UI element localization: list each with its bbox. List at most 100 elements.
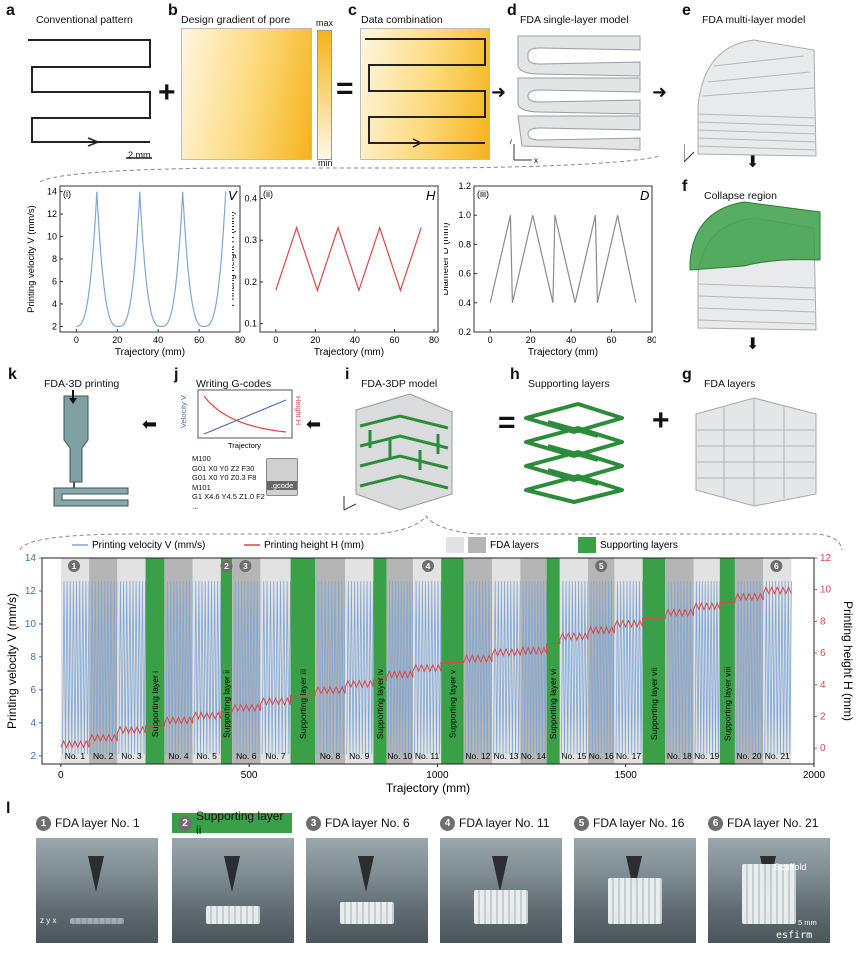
y-tick-label: 0.2	[458, 327, 471, 337]
plot-frame	[41, 557, 815, 765]
gcode-line: ...	[192, 501, 199, 511]
photo-caption: 6 FDA layer No. 21	[708, 813, 818, 833]
panel-letter-i: i	[345, 366, 350, 383]
fda-layer-label: No. 4	[168, 751, 189, 761]
marker-badge-label: 1	[72, 561, 77, 571]
conventional-pattern-diagram	[28, 39, 152, 159]
printed-scaffold	[608, 878, 662, 924]
velocity-spikes	[233, 581, 261, 755]
photo-caption-label: FDA layer No. 21	[727, 816, 819, 830]
fda-layer-label: No. 9	[349, 751, 370, 761]
y-right-axis-label: Printing height H (mm)	[841, 601, 855, 721]
fda-layers-render	[695, 397, 817, 507]
legend-support-label: Supporting layers	[600, 540, 678, 551]
y-tick-label: 10	[47, 232, 57, 242]
fda-layer-label: No. 16	[589, 751, 614, 761]
x-tick-label: 20	[526, 335, 536, 345]
velocity-spikes	[464, 581, 493, 755]
nozzle-tip	[224, 856, 240, 892]
marker-badge-label: 6	[774, 561, 779, 571]
y-right-tick-label: 4	[820, 680, 826, 691]
x-tick-label: 0	[74, 335, 79, 345]
marker-badge	[239, 560, 252, 572]
panel-letter-c: c	[348, 2, 357, 19]
y-left-tick-label: 2	[30, 751, 36, 762]
print-progress-photo	[306, 838, 428, 943]
photo-scale-label: 5 mm	[798, 918, 817, 927]
velocity-spikes	[521, 581, 547, 755]
y-tick-label: 6	[52, 276, 57, 286]
y-left-tick-label: 10	[25, 619, 37, 630]
y-tick-label: 0.4	[458, 298, 471, 308]
gradient-colorbar	[317, 30, 332, 160]
support-layer-label: Supporting layer i	[150, 671, 160, 737]
photo-caption-label: FDA layer No. 1	[55, 816, 140, 830]
axis-indicator: z y x	[40, 916, 57, 925]
support-layer-label: Supporting layer vi	[548, 669, 558, 740]
support-band	[719, 558, 735, 764]
support-band	[373, 558, 387, 764]
panel-letter-e: e	[682, 2, 691, 19]
y-left-tick-label: 4	[30, 718, 36, 729]
photo-caption-label: FDA layer No. 6	[325, 816, 410, 830]
colorbar-min-label: min	[318, 158, 333, 168]
support-band	[220, 558, 233, 764]
fda-layer-label: No. 20	[737, 751, 762, 761]
arrow-down-icon: ⬇	[746, 154, 760, 171]
fda-layer-label: No. 5	[197, 751, 218, 761]
velocity-spikes	[261, 581, 291, 755]
plus-operator: +	[652, 404, 670, 437]
multi-layer-model-render	[684, 39, 817, 163]
printed-scaffold	[70, 918, 124, 924]
height-axis-label: Height H	[294, 396, 302, 425]
watermark: esfirm	[776, 930, 813, 941]
arrow-right-icon: ➜	[652, 82, 668, 102]
photo-caption: 5 FDA layer No. 16	[574, 813, 684, 833]
panel-letter-k: k	[8, 366, 17, 383]
panel-title-a: Conventional pattern	[36, 14, 133, 26]
fda-layer-label: No. 21	[765, 751, 790, 761]
fda-layer-label: No. 11	[415, 751, 440, 761]
y-tick-label: 12	[47, 209, 57, 219]
y-right-tick-label: 8	[820, 616, 826, 627]
x-tick-label: 60	[607, 335, 617, 345]
legend-fda-light-swatch	[446, 537, 464, 553]
velocity-spikes	[764, 581, 792, 755]
pore-gradient-map	[181, 28, 312, 160]
equals-operator: =	[498, 406, 516, 439]
fda-layer-label: No. 8	[320, 751, 341, 761]
panel-letter-b: b	[168, 2, 178, 19]
printed-scaffold	[742, 864, 796, 924]
y-axis-label: Diameter D (mm)	[444, 223, 451, 296]
gcode-trend-plot: Velocity V Height H Trajectory	[179, 389, 302, 450]
velocity-spikes	[736, 581, 764, 755]
velocity-spikes	[193, 581, 222, 755]
y-tick-label: 0.4	[244, 194, 257, 204]
support-layer-label: Supporting layer vii	[649, 668, 659, 740]
subplot-roman-label: (iii)	[477, 189, 489, 199]
velocity-spikes	[615, 581, 644, 755]
fda-layer-label: No. 13	[494, 751, 519, 761]
dashed-connector	[19, 515, 843, 551]
fda-layer-label: No. 1	[65, 751, 86, 761]
gcode-line: G01 X0 Y0 Z0.3 F8	[192, 473, 257, 482]
colorbar-max-label: max	[316, 18, 334, 28]
y-tick-label: 0.2	[244, 277, 257, 287]
trajectory-axis-label: Trajectory	[228, 441, 261, 450]
photo-number-badge: 1	[36, 815, 51, 831]
y-left-tick-label: 6	[30, 685, 36, 696]
subplot-symbol: V	[228, 188, 238, 203]
legend-height-label: Printing height H (mm)	[264, 540, 364, 551]
gcode-file-icon: .gcode	[266, 458, 298, 496]
x-tick-label: 80	[647, 335, 656, 345]
equals-operator: =	[336, 72, 354, 105]
print-progress-photo	[440, 838, 562, 943]
panel-letter-j: j	[174, 366, 179, 383]
marker-badge-label: 3	[243, 561, 248, 571]
y-tick-label: 4	[52, 299, 57, 309]
fda-layer-label: No. 18	[667, 751, 692, 761]
y-tick-label: 2	[52, 321, 57, 331]
marker-badge	[68, 560, 81, 572]
x-axis-label: Trajectory (mm)	[528, 347, 598, 358]
panel-letter-f: f	[682, 178, 688, 195]
